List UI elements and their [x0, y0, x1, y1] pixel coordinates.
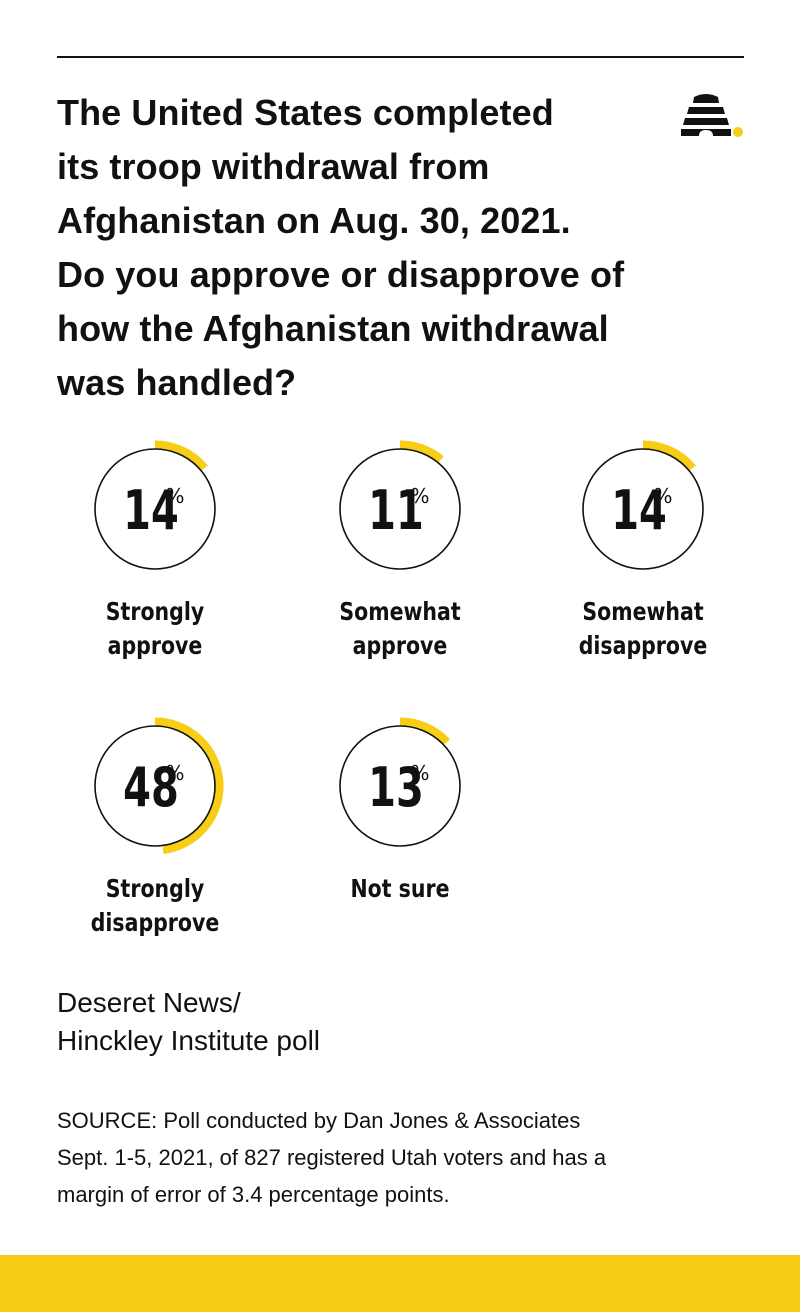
- percent-sign: %: [410, 761, 429, 785]
- donut-item: 14%: [582, 440, 704, 570]
- percent-sign: %: [410, 484, 429, 508]
- category-label: Not sure: [350, 874, 450, 903]
- beehive-icon: [681, 94, 743, 137]
- accent-dot: [733, 127, 743, 137]
- donut-value-arc: [154, 440, 208, 472]
- top-rule: [57, 56, 744, 58]
- donut-item: 11%: [339, 440, 461, 570]
- percent-sign: %: [165, 761, 184, 785]
- donut-value-label: 11: [368, 480, 424, 543]
- donut-item: 13%: [339, 717, 461, 847]
- donut-item: 48%: [94, 717, 224, 854]
- donut-ring: [339, 725, 461, 847]
- footer-bar: [0, 1255, 800, 1312]
- percent-sign: %: [165, 484, 184, 508]
- donut-ring: [339, 448, 461, 570]
- donut-value-label: 14: [123, 480, 179, 543]
- donut-value-arc: [642, 440, 696, 472]
- category-label: Somewhat approve: [339, 597, 461, 660]
- donut-item: 14%: [94, 440, 216, 570]
- category-label: Strongly disapprove: [90, 874, 220, 937]
- page-title: The United States completed its troop wi…: [57, 92, 625, 403]
- donut-ring: [94, 725, 216, 847]
- donut-value-arc: [399, 717, 450, 746]
- donut-value-label: 48: [123, 757, 179, 820]
- donut-value-label: 13: [368, 757, 424, 820]
- percent-sign: %: [653, 484, 672, 508]
- donut-value-label: 14: [611, 480, 667, 543]
- donut-value-arc: [154, 717, 224, 854]
- donut-ring: [582, 448, 704, 570]
- donut-ring: [94, 448, 216, 570]
- category-label: Strongly approve: [105, 597, 205, 660]
- poll-credit: Deseret News/ Hinckley Institute poll: [57, 987, 321, 1056]
- category-label: Somewhat disapprove: [578, 597, 708, 660]
- source-note: SOURCE: Poll conducted by Dan Jones & As…: [57, 1108, 607, 1207]
- donut-value-arc: [399, 440, 444, 464]
